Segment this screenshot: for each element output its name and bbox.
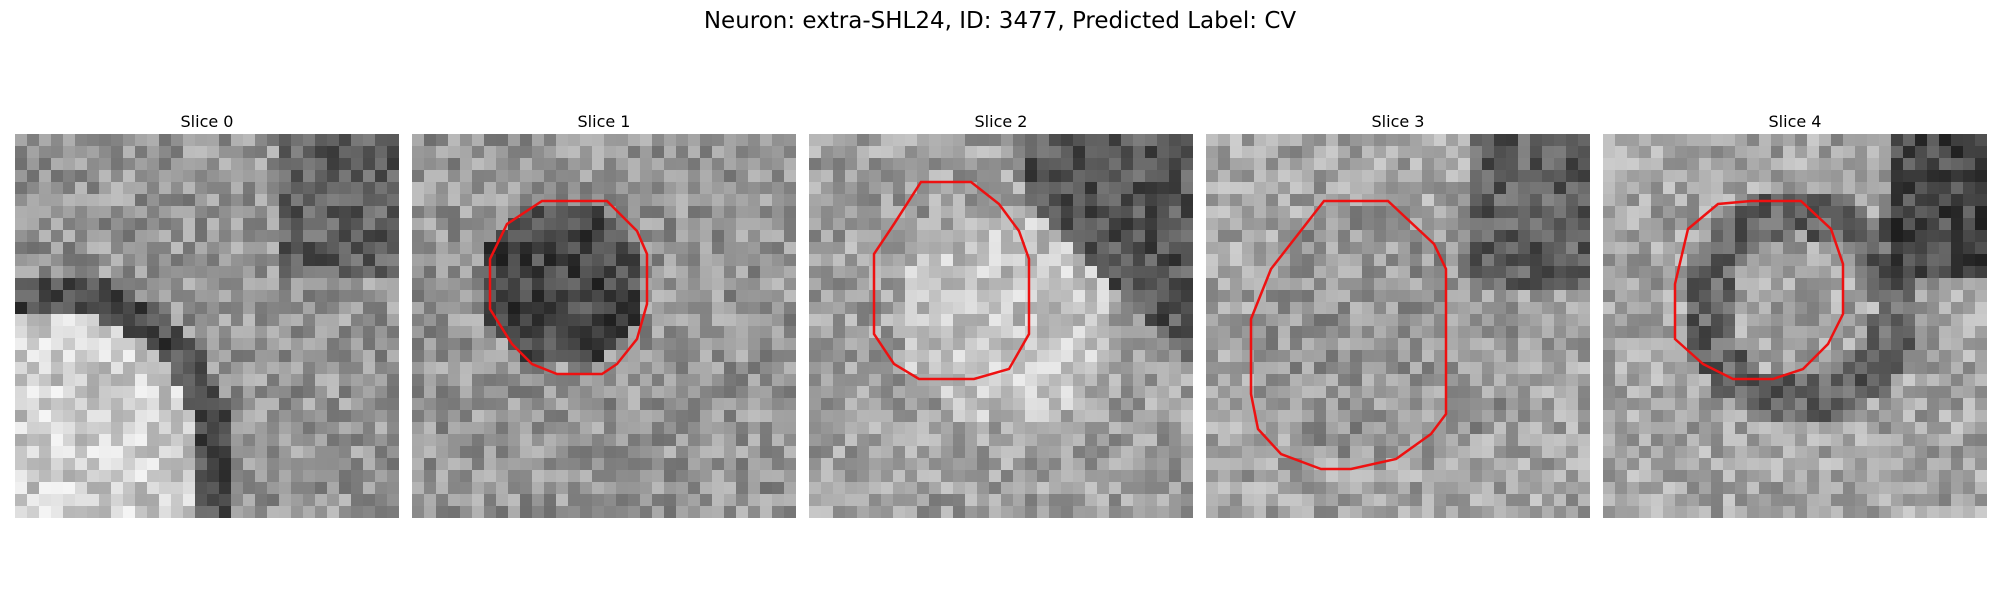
slice-1-image xyxy=(412,134,796,518)
slice-0-image xyxy=(15,134,399,518)
slice-1-outline xyxy=(488,199,649,376)
slice-1-panel: Slice 1 xyxy=(412,110,796,518)
slice-0-panel: Slice 0 xyxy=(15,110,399,518)
slice-2-title: Slice 2 xyxy=(974,112,1028,131)
slice-0-title: Slice 0 xyxy=(180,112,234,131)
slice-3-outline xyxy=(1249,199,1448,471)
slice-3-panel: Slice 3 xyxy=(1206,110,1590,518)
slice-3-image xyxy=(1206,134,1590,518)
slice-4-outline xyxy=(1673,199,1845,381)
slice-3-title: Slice 3 xyxy=(1371,112,1425,131)
slice-4-panel: Slice 4 xyxy=(1603,110,1987,518)
slice-4-image xyxy=(1603,134,1987,518)
slice-2-image xyxy=(809,134,1193,518)
slice-2-outline xyxy=(872,180,1031,381)
slice-2-panel: Slice 2 xyxy=(809,110,1193,518)
figure-title: Neuron: extra-SHL24, ID: 3477, Predicted… xyxy=(703,8,1297,34)
slice-1-title: Slice 1 xyxy=(577,112,631,131)
slice-4-title: Slice 4 xyxy=(1768,112,1822,131)
